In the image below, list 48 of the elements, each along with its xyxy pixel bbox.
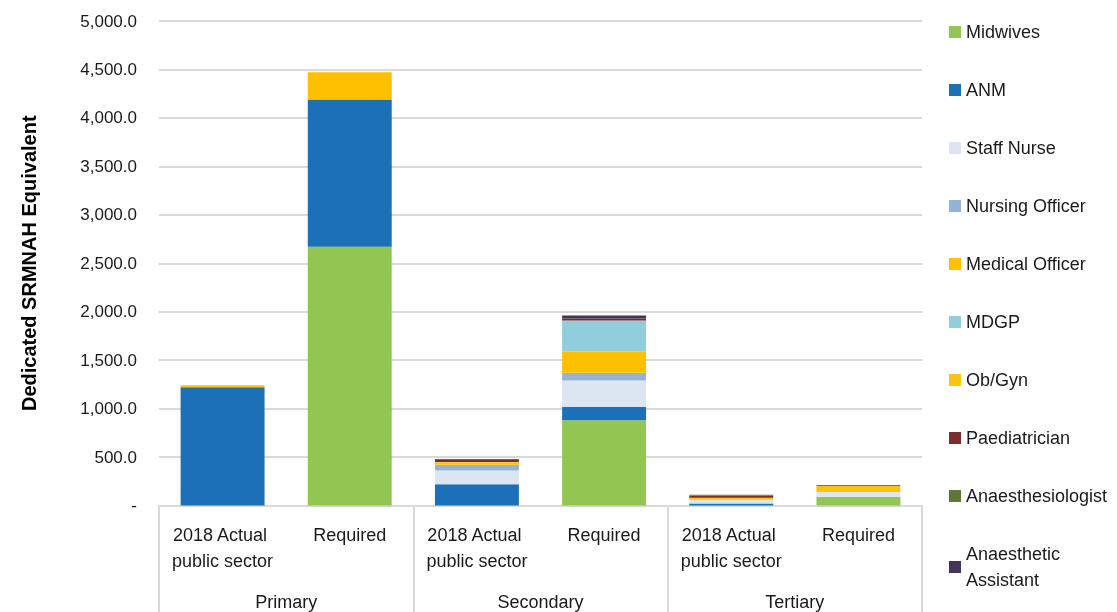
y-tick-label: 2,000.0	[80, 302, 137, 322]
y-tick-label: 4,500.0	[80, 59, 137, 79]
bar	[562, 320, 647, 352]
legend-label: Staff Nurse	[966, 138, 1056, 158]
bar	[562, 406, 647, 421]
y-tick-label: 4,000.0	[80, 108, 137, 128]
bar	[434, 464, 519, 471]
y-tick-label: 5,000.0	[80, 11, 137, 31]
legend-label: Paediatrician	[966, 428, 1071, 448]
bar	[562, 420, 647, 506]
bar	[816, 496, 901, 506]
legend-label: Nursing Officer	[966, 196, 1086, 216]
bar	[307, 72, 392, 100]
bar	[816, 491, 901, 497]
x-tick-label: 2018 Actual public sector	[680, 524, 782, 571]
y-tick-label: 3,500.0	[80, 156, 137, 176]
x-tick-label: Required	[821, 524, 895, 545]
legend-label: Midwives	[966, 22, 1041, 42]
y-tick-label: 1,500.0	[80, 350, 137, 370]
legend-label: Medical Officer	[966, 254, 1086, 274]
y-tick-label: -	[131, 496, 137, 515]
text: Primary	[255, 591, 318, 612]
x-tick-label: 2018 Actual public sector	[172, 524, 274, 571]
legend-label: MDGP	[966, 312, 1020, 332]
text: Secondary	[497, 591, 584, 612]
bar	[434, 470, 519, 485]
legend-label: Ob/Gyn	[966, 370, 1029, 390]
bar	[562, 372, 647, 381]
bar	[562, 380, 647, 407]
x-tick-label: Required	[313, 524, 387, 545]
bar	[307, 246, 392, 506]
bar	[562, 351, 647, 373]
y-tick-label: 500.0	[94, 447, 137, 467]
bar	[307, 99, 392, 247]
y-tick-label: 1,000.0	[80, 399, 137, 419]
bar	[689, 499, 774, 504]
legend-label: ANM	[966, 80, 1006, 100]
x-tick-label: Required	[567, 524, 641, 545]
x-tick-label: 2018 Actual public sector	[426, 524, 528, 571]
text: Tertiary	[765, 591, 825, 612]
bar	[434, 484, 519, 506]
legend-label: Anaesthesiologist	[966, 486, 1108, 506]
bar	[816, 486, 901, 492]
legend-label: Anaesthetic Assistant	[966, 544, 1066, 590]
y-axis-title: Dedicated SRMNAH Equivalent	[18, 115, 40, 412]
y-tick-label: 2,500.0	[80, 253, 137, 273]
bar	[180, 387, 265, 506]
y-tick-label: 3,000.0	[80, 205, 137, 225]
